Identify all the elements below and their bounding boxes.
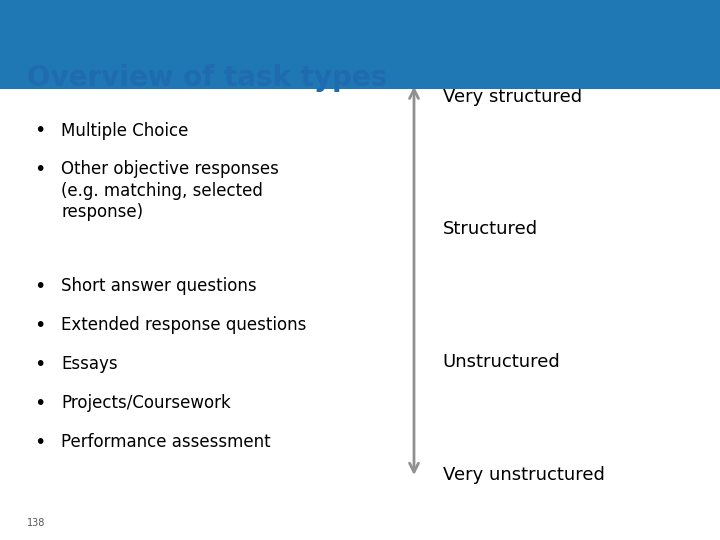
Text: •: • xyxy=(34,160,45,179)
Text: Very structured: Very structured xyxy=(443,88,582,106)
Text: 138: 138 xyxy=(27,518,46,528)
Text: Multiple Choice: Multiple Choice xyxy=(61,122,189,139)
Text: Extended response questions: Extended response questions xyxy=(61,316,307,334)
Text: Essays: Essays xyxy=(61,355,118,373)
Text: Short answer questions: Short answer questions xyxy=(61,277,257,295)
Text: Structured: Structured xyxy=(443,220,538,239)
Text: •: • xyxy=(34,122,45,140)
Text: •: • xyxy=(34,355,45,374)
Bar xyxy=(0,0,720,89)
Text: Performance assessment: Performance assessment xyxy=(61,433,271,450)
Text: •: • xyxy=(34,433,45,451)
Text: Unstructured: Unstructured xyxy=(443,353,561,371)
Text: Overview of task types: Overview of task types xyxy=(27,64,387,92)
Text: Very unstructured: Very unstructured xyxy=(443,466,605,484)
Text: •: • xyxy=(34,316,45,335)
Text: •: • xyxy=(34,277,45,296)
Text: Projects/Coursework: Projects/Coursework xyxy=(61,394,231,411)
Text: Other objective responses
(e.g. matching, selected
response): Other objective responses (e.g. matching… xyxy=(61,160,279,221)
Text: •: • xyxy=(34,394,45,413)
